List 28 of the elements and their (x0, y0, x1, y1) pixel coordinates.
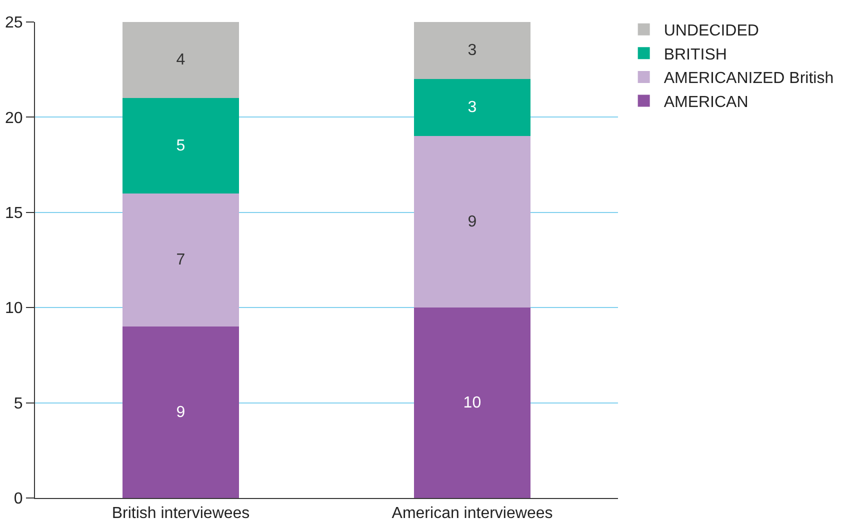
data-label: 9 (468, 213, 477, 230)
bar (414, 79, 531, 136)
bar (414, 308, 531, 498)
data-label: 10 (463, 394, 482, 412)
x-tick-label: American interviewees (392, 505, 553, 522)
data-label: 3 (468, 99, 477, 116)
data-label: 7 (176, 252, 186, 268)
y-tick-label: 10 (5, 300, 23, 318)
bar (414, 136, 531, 308)
y-tick-label: 5 (14, 395, 23, 412)
bar (122, 22, 240, 98)
data-label: 3 (468, 42, 477, 60)
y-tick-label: 15 (5, 205, 23, 222)
data-label: 5 (176, 137, 186, 154)
legend-label: AMERICANIZED British (664, 70, 834, 88)
legend-label: BRITISH (664, 46, 727, 64)
legend-label: UNDECIDED (664, 22, 759, 40)
y-tick-label: 20 (5, 110, 23, 127)
legend-label: AMERICAN (664, 94, 748, 112)
bar (122, 193, 240, 327)
y-tick-label: 0 (14, 490, 23, 508)
bar (414, 22, 531, 80)
data-label: 4 (176, 52, 186, 69)
bar (122, 98, 240, 194)
y-tick-label: 25 (5, 14, 23, 32)
x-tick-label: British interviewees (112, 505, 250, 522)
bar (122, 326, 240, 498)
data-label: 9 (176, 404, 186, 421)
